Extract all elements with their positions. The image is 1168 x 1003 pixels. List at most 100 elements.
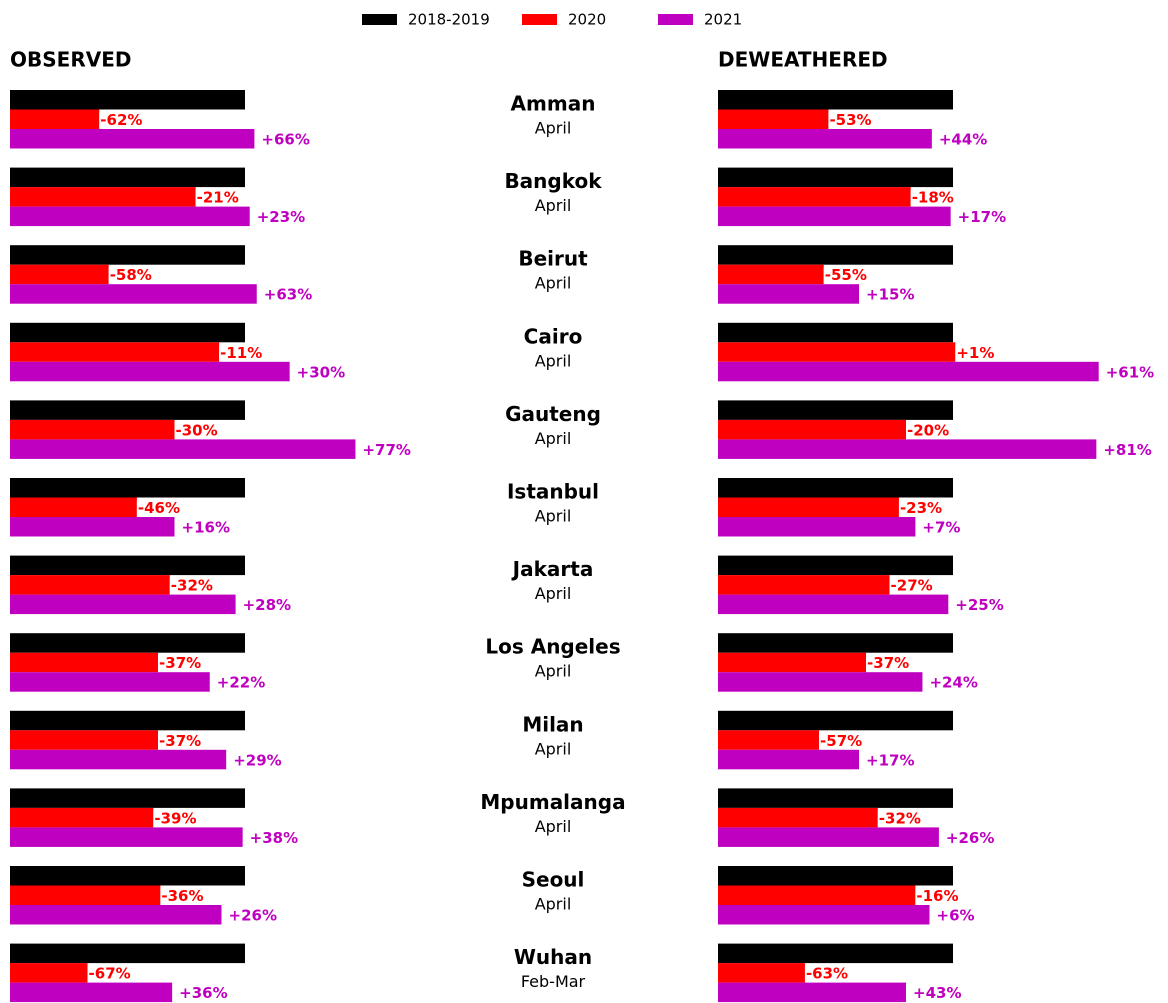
value-label: -20% <box>907 421 949 439</box>
value-label-bg <box>153 810 198 827</box>
bar <box>718 672 923 692</box>
value-label: -39% <box>154 809 196 827</box>
bar <box>10 129 255 149</box>
category-label: Seoul <box>522 868 585 892</box>
value-label: -27% <box>891 577 933 595</box>
bar <box>718 866 953 886</box>
value-label: -53% <box>829 111 871 129</box>
value-label: +17% <box>958 208 1006 226</box>
bar <box>718 749 859 770</box>
value-label: +1% <box>956 344 994 362</box>
value-label-bg <box>160 888 205 905</box>
value-label: -36% <box>161 887 203 905</box>
bar <box>718 187 911 207</box>
value-label-bg <box>136 500 182 517</box>
bar <box>10 497 137 517</box>
value-label: +44% <box>939 131 987 149</box>
bar <box>718 594 949 615</box>
bar <box>10 982 173 1003</box>
bar <box>718 322 953 343</box>
category-period: April <box>535 817 572 836</box>
value-label-bg <box>828 112 873 129</box>
category-label: Jakarta <box>511 557 594 581</box>
legend-swatch <box>362 14 397 25</box>
value-label: +25% <box>955 596 1003 614</box>
category-period: April <box>535 584 572 603</box>
value-label: +81% <box>1103 441 1151 459</box>
value-label: -21% <box>197 189 239 207</box>
bar <box>10 342 220 362</box>
bar <box>10 827 243 847</box>
category-period: April <box>535 196 572 215</box>
bar <box>10 517 175 537</box>
category-label: Mpumalanga <box>480 790 625 814</box>
value-label-bg <box>219 345 264 362</box>
value-label: +7% <box>922 519 960 537</box>
value-label: -62% <box>100 111 142 129</box>
value-label: -37% <box>159 654 201 672</box>
bar <box>718 439 1097 459</box>
bar <box>10 206 250 227</box>
value-label: +16% <box>182 519 230 537</box>
bar <box>10 264 109 285</box>
bar <box>718 555 953 576</box>
bar <box>718 943 953 964</box>
category-period: April <box>535 119 572 138</box>
bar <box>718 206 951 227</box>
bar <box>10 943 245 964</box>
category-period: April <box>535 351 572 370</box>
bar <box>718 167 953 188</box>
bar <box>10 555 245 576</box>
value-label: -46% <box>138 499 180 517</box>
value-label-bg <box>906 422 951 439</box>
value-label-bg <box>823 267 868 284</box>
value-label: +77% <box>362 441 410 459</box>
value-label: -58% <box>110 266 152 284</box>
bar <box>10 478 245 498</box>
bar <box>718 419 906 440</box>
category-period: April <box>535 739 572 758</box>
legend-swatch <box>658 14 693 25</box>
bar <box>718 827 939 847</box>
bar <box>718 478 953 498</box>
legend-swatch <box>522 14 557 25</box>
bar <box>10 652 159 673</box>
bar <box>10 963 88 983</box>
bar <box>10 749 227 770</box>
bar <box>10 710 245 731</box>
value-label: +38% <box>250 829 298 847</box>
category-period: April <box>535 507 572 526</box>
category-label: Istanbul <box>507 480 599 504</box>
bar <box>10 400 245 420</box>
value-label: -55% <box>825 266 867 284</box>
value-label: +61% <box>1106 363 1154 381</box>
value-label: +23% <box>257 208 305 226</box>
value-label-bg <box>819 733 864 750</box>
category-label: Gauteng <box>505 402 601 426</box>
value-label: +22% <box>217 674 265 692</box>
value-label: -32% <box>879 809 921 827</box>
value-label: +17% <box>866 751 914 769</box>
panel-title: OBSERVED <box>10 48 131 72</box>
bar <box>10 439 356 459</box>
bar <box>718 633 953 653</box>
category-label: Amman <box>511 92 596 116</box>
bar <box>10 419 175 440</box>
category-period: April <box>535 662 572 681</box>
bar <box>718 730 820 750</box>
bar <box>718 109 829 129</box>
bar <box>718 575 890 595</box>
value-label: -37% <box>867 654 909 672</box>
value-label: +24% <box>929 674 977 692</box>
bar <box>10 885 161 905</box>
bar <box>10 672 210 692</box>
value-label: -63% <box>806 965 848 983</box>
bar <box>718 652 867 673</box>
value-label: +28% <box>243 596 291 614</box>
bar <box>10 788 245 808</box>
value-label: +6% <box>937 907 975 925</box>
value-label-bg <box>866 655 911 672</box>
bar <box>10 187 196 207</box>
bar <box>718 517 916 537</box>
bar <box>718 400 953 420</box>
